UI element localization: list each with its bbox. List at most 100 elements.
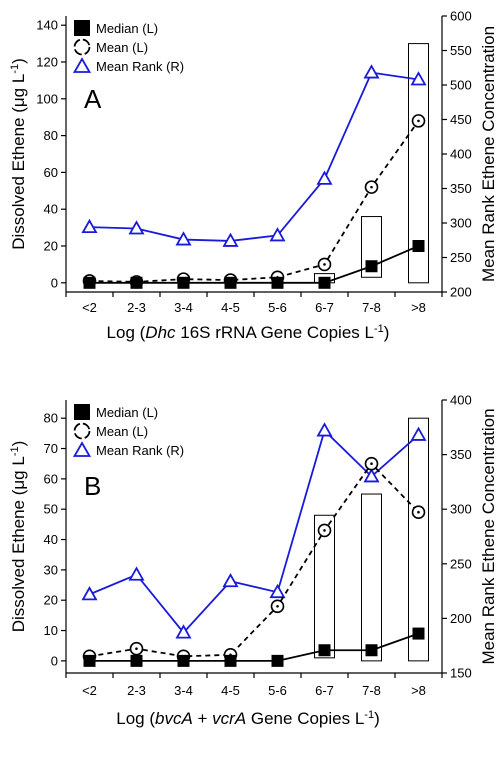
y-left-tick-label: 80 [44,128,58,143]
x-tick-label: 4-5 [221,683,240,698]
y-right-tick-label: 400 [450,147,472,162]
x-tick-label: 7-8 [362,683,381,698]
x-tick-label: 5-6 [268,300,287,315]
x-tick-label: <2 [82,683,97,698]
data-point-mean-l-dot [276,604,279,608]
y-right-tick-label: 200 [450,285,472,300]
y-left-tick-label: 0 [51,653,58,668]
y-left-tick-label: 70 [44,441,58,456]
y-right-tick-label: 150 [450,666,472,681]
y-right-tick-label: 300 [450,502,472,517]
y-left-axis-title: Dissolved Ethene (μg L-1) [9,58,28,250]
y-right-tick-label: 600 [450,9,472,24]
data-point-mean-l-dot [417,119,420,123]
x-tick-label: 2-3 [127,683,146,698]
legend-marker-median-l [74,404,90,420]
data-point-median-l [271,276,284,289]
data-point-mean-rank-r [363,468,380,483]
data-point-median-l [224,276,237,289]
data-point-mean-rank-r [81,586,98,601]
series-line-median-l [89,245,419,284]
x-tick-label: 3-4 [174,683,193,698]
legend-marker-median-l [74,20,90,36]
range-bar [361,493,382,662]
data-point-median-l [318,276,331,289]
y-left-tick-label: 40 [44,202,58,217]
data-point-median-l [130,276,143,289]
data-point-mean-rank-r [269,227,286,242]
series-line-median-l [89,632,419,662]
legend-label-mean-rank-r: Mean Rank (R) [96,443,184,458]
y-left-tick-label: 60 [44,471,58,486]
data-point-mean-rank-r [222,572,239,588]
data-point-mean-rank-r [175,624,192,639]
chart-panel-b: 0 10 20 30 40 50 60 70 80 150 200 250 300 350 400 <2 2-3… [9,393,498,729]
data-point-mean-l-dot [370,462,373,466]
y-right-tick-label: 550 [450,43,472,58]
y-left-axis-title: Dissolved Ethene (μg L-1) [9,441,28,633]
series-line-mean-l [89,462,420,658]
data-point-mean-rank-r [316,422,333,437]
legend: Median (L) Mean (L) Mean Rank (R) [70,402,192,462]
data-point-mean-rank-r [175,231,192,246]
data-point-mean-l-dot [417,510,420,514]
y-right-tick-label: 400 [450,393,472,408]
x-tick-label: <2 [82,300,97,315]
y-right-tick-label: 350 [450,181,472,196]
y-right-tick-label: 250 [450,250,472,265]
legend-label-median-l: Median (L) [96,21,158,36]
data-point-median-l [412,240,425,252]
y-right-tick-label: 300 [450,216,472,231]
range-bar [408,43,429,284]
y-left-tick-label: 20 [44,239,58,254]
data-point-mean-l-dot [323,529,326,532]
x-tick-label: 2-3 [127,300,146,315]
legend-label-mean-l: Mean (L) [96,424,148,439]
data-point-median-l [365,644,378,657]
data-point-mean-rank-r [222,232,239,247]
x-tick-label: 6-7 [315,300,334,315]
y-right-tick-label: 350 [450,447,472,462]
data-point-mean-rank-r [410,426,427,441]
y-right-axis-title: Mean Rank Ethene Concentration [479,408,498,664]
data-point-median-l [83,276,96,289]
y-left-tick-label: 10 [44,623,58,638]
y-right-axis-title: Mean Rank Ethene Concentration [479,26,498,282]
y-left-tick-label: 40 [44,532,58,547]
series-line-mean-rank-r [89,71,419,242]
x-axis-title: Log (bvcA + vcrA Gene Copies L-1) [116,709,380,728]
legend-marker-mean-rank-r [72,441,92,457]
y-left-tick-label: 120 [36,55,58,70]
y-left-tick-label: 80 [44,411,58,426]
data-point-mean-l-dot [323,263,326,266]
legend-label-mean-rank-r: Mean Rank (R) [96,59,184,74]
range-bar [408,417,429,662]
legend-marker-mean-l [73,422,91,440]
data-point-median-l [130,654,143,667]
y-left-tick-label: 0 [51,275,58,290]
x-tick-label: 5-6 [268,683,287,698]
data-point-mean-rank-r [363,64,380,79]
range-bar [361,216,382,278]
y-left-tick-label: 140 [36,18,58,33]
data-point-median-l [177,654,190,667]
range-bar [314,514,335,659]
data-point-mean-l-dot [135,647,138,651]
data-point-mean-rank-r [81,218,98,234]
y-right-tick-label: 500 [450,78,472,93]
data-point-median-l [365,260,378,273]
y-right-tick-label: 250 [450,556,472,571]
data-point-mean-rank-r [128,220,145,235]
x-tick-label: >8 [411,683,426,698]
legend-label-mean-l: Mean (L) [96,40,148,55]
y-right-tick-label: 450 [450,112,472,127]
y-left-tick-label: 60 [44,165,58,180]
series-line-mean-rank-r [89,428,420,634]
data-point-mean-rank-r [128,566,145,581]
y-right-tick-label: 200 [450,611,472,626]
panel-letter: A [84,84,102,114]
x-axis-title: Log (Dhc 16S rRNA Gene Copies L-1) [107,323,390,342]
legend: Median (L) Mean (L) Mean Rank (R) [70,18,192,78]
y-left-tick-label: 20 [44,593,58,608]
